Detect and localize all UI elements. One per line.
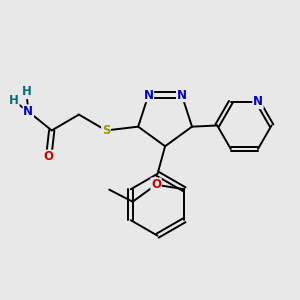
Text: H: H xyxy=(9,94,19,107)
Text: N: N xyxy=(23,105,33,118)
Text: S: S xyxy=(102,124,110,137)
Text: N: N xyxy=(177,88,187,101)
Text: O: O xyxy=(44,150,54,164)
Text: N: N xyxy=(253,95,263,108)
Text: N: N xyxy=(143,88,154,101)
Text: H: H xyxy=(22,85,32,98)
Text: O: O xyxy=(151,178,161,191)
